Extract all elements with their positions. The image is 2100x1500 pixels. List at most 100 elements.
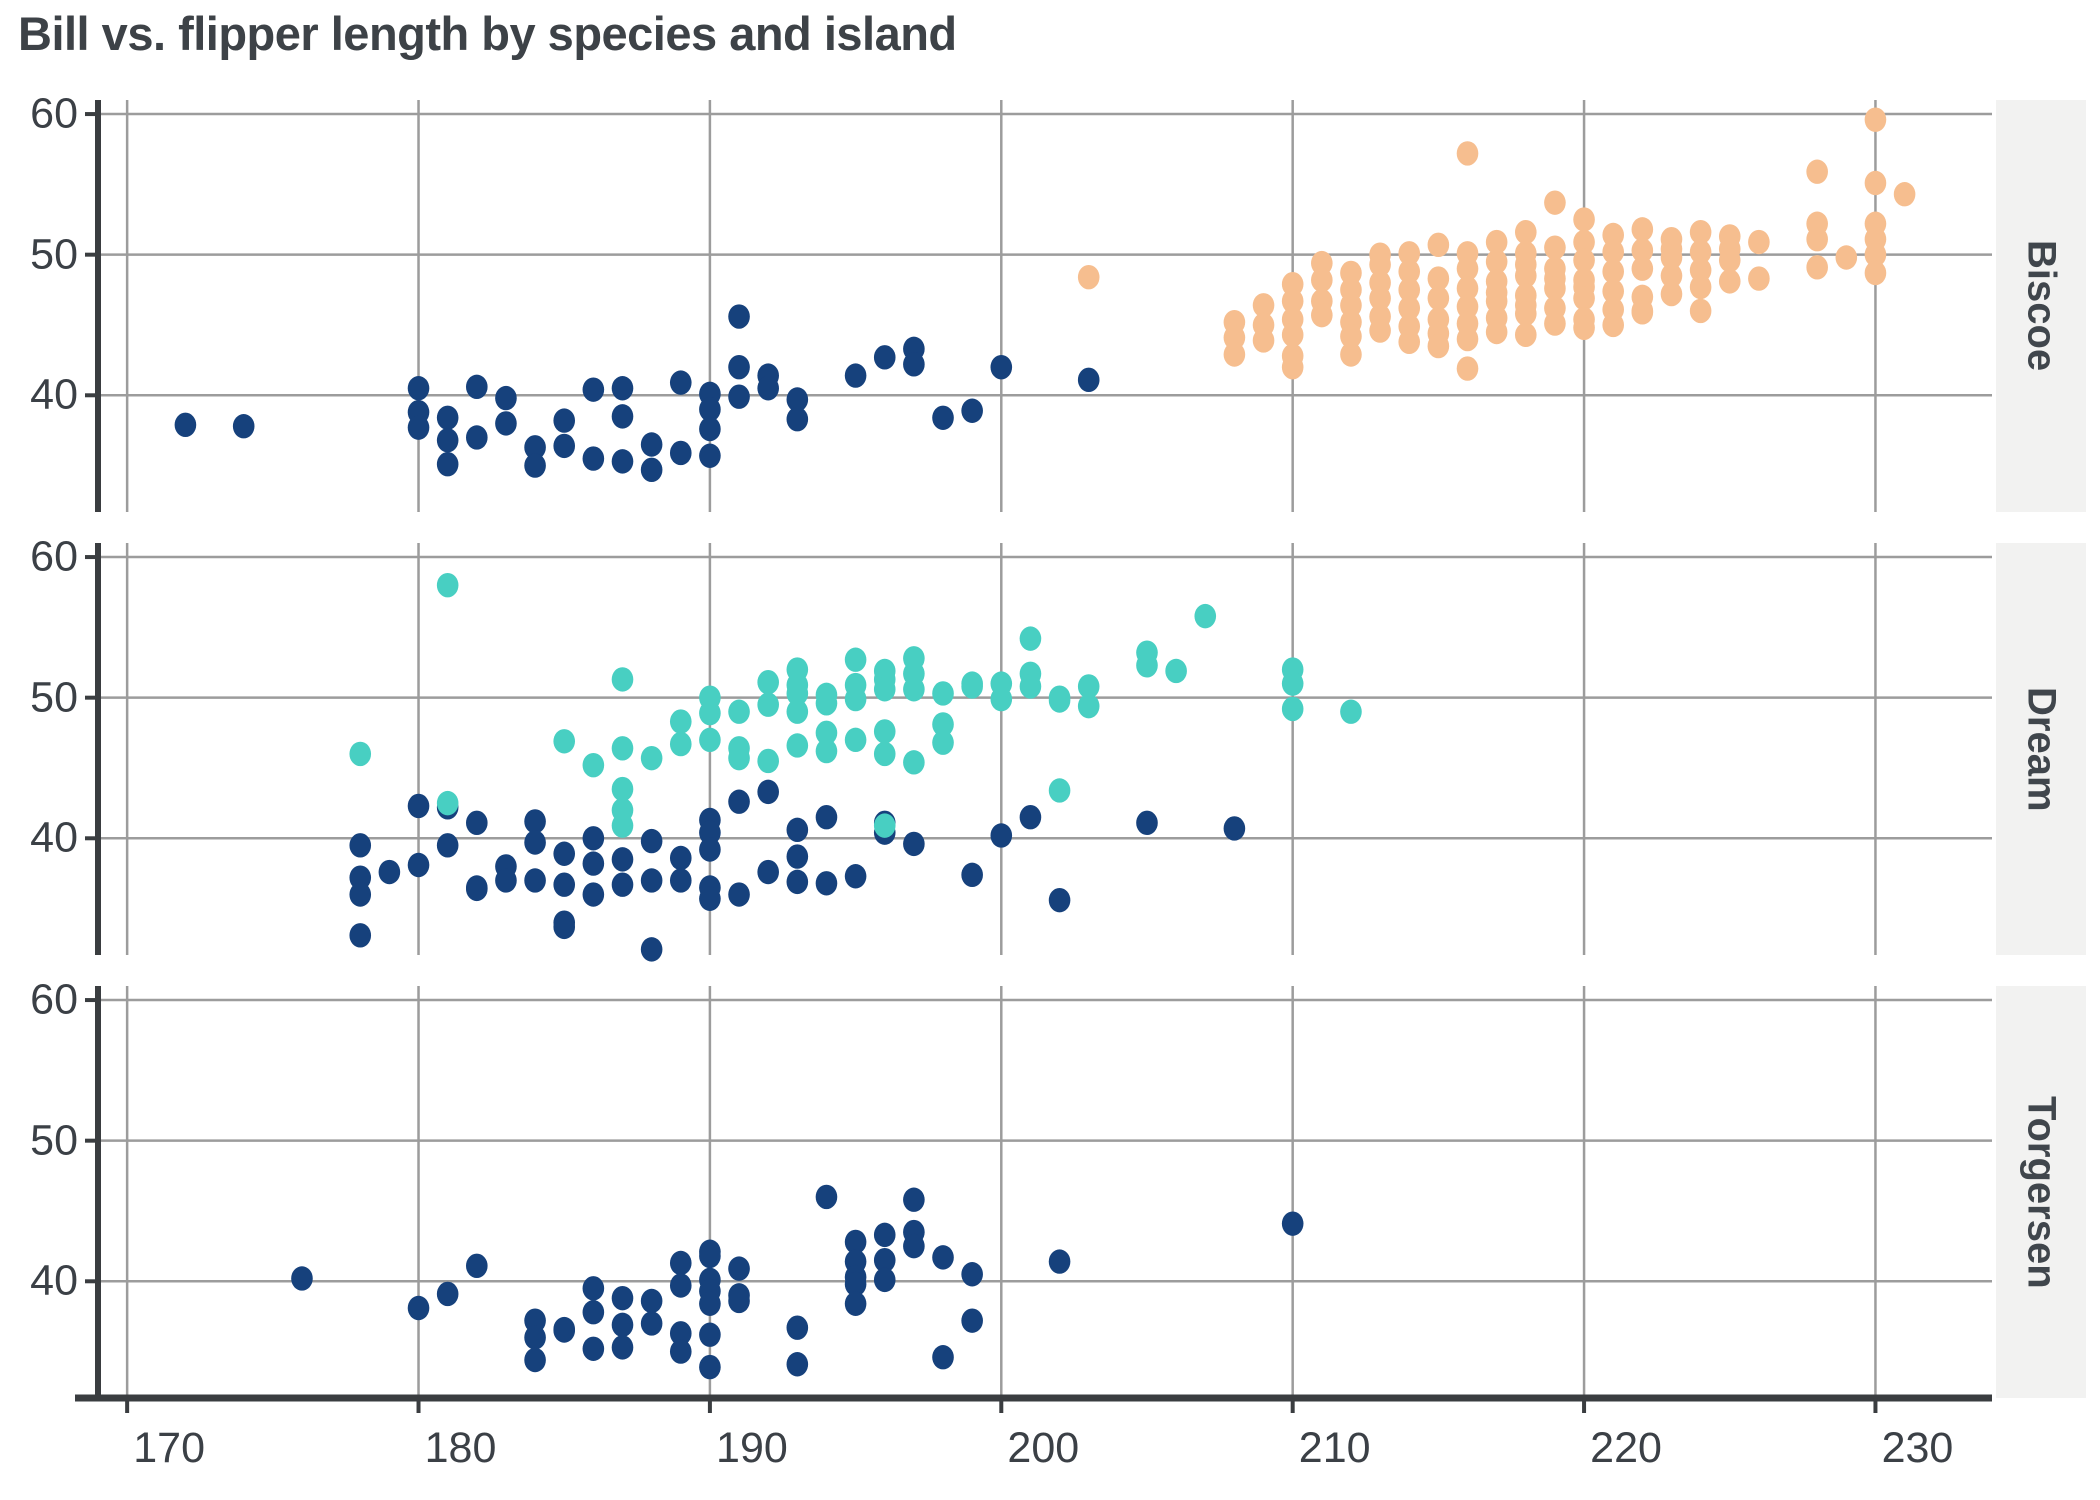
data-point-chinstrap [1281, 671, 1304, 696]
data-point-chinstrap [932, 730, 954, 755]
data-point-adelie [669, 370, 692, 395]
data-point-adelie [786, 406, 809, 432]
data-point-adelie [815, 1184, 838, 1210]
data-point-gentoo [1514, 301, 1537, 326]
data-point-adelie [844, 1291, 867, 1316]
data-point-adelie [699, 837, 721, 862]
data-point-adelie [466, 1253, 488, 1279]
data-point-chinstrap [728, 745, 750, 771]
data-point-gentoo [1573, 315, 1595, 340]
data-point-gentoo [1602, 259, 1624, 284]
data-point-adelie [553, 872, 576, 897]
data-point-gentoo [1806, 255, 1828, 280]
data-point-gentoo [1340, 260, 1362, 286]
data-point-adelie [669, 1321, 692, 1346]
data-point-chinstrap [757, 748, 779, 774]
data-point-gentoo [1427, 286, 1450, 311]
data-point-chinstrap [611, 667, 634, 692]
data-point-gentoo [1311, 250, 1333, 276]
data-point-gentoo [1223, 342, 1246, 367]
data-point-gentoo [1281, 354, 1304, 380]
x-tick-label: 170 [133, 1424, 205, 1472]
data-point-gentoo [1427, 266, 1450, 291]
data-point-gentoo [1893, 182, 1916, 207]
data-point-adelie [669, 1250, 692, 1276]
data-point-chinstrap [757, 692, 779, 717]
data-point-adelie [786, 844, 809, 869]
data-point-adelie [699, 1243, 721, 1269]
data-point-adelie [582, 826, 605, 851]
y-tick-label: 40 [30, 1256, 78, 1305]
data-point-adelie [844, 1229, 867, 1255]
data-point-adelie [611, 1335, 634, 1360]
data-point-adelie [436, 833, 459, 858]
data-point-adelie [582, 1336, 605, 1361]
data-point-chinstrap [582, 752, 605, 778]
data-point-chinstrap [1077, 674, 1100, 699]
data-point-chinstrap [611, 736, 634, 761]
data-point-gentoo [1398, 259, 1421, 284]
data-point-chinstrap [1048, 778, 1071, 803]
x-tick-label: 200 [1007, 1424, 1080, 1472]
data-point-adelie [873, 1247, 896, 1273]
data-point-chinstrap [553, 729, 576, 754]
data-point-gentoo [1602, 239, 1624, 265]
data-point-gentoo [1631, 217, 1654, 242]
data-point-gentoo [1573, 248, 1595, 273]
data-point-gentoo [1602, 222, 1624, 248]
y-tick-label: 40 [30, 370, 78, 419]
data-point-chinstrap [1077, 693, 1100, 719]
data-point-chinstrap [903, 677, 925, 702]
x-tick-label: 230 [1881, 1424, 1954, 1472]
data-point-adelie [961, 398, 983, 423]
data-point-adelie [669, 1339, 692, 1364]
data-point-gentoo [1864, 170, 1887, 196]
data-point-adelie [699, 1322, 721, 1347]
data-point-chinstrap [640, 745, 663, 771]
x-tick-label: 190 [716, 1424, 788, 1472]
data-point-adelie [349, 865, 372, 890]
data-point-chinstrap [757, 670, 779, 695]
facet-strip-biscoe: Biscoe [1996, 100, 2086, 512]
data-point-adelie [728, 1256, 750, 1281]
data-point-gentoo [1456, 326, 1479, 352]
data-point-chinstrap [1136, 653, 1158, 678]
data-point-adelie [553, 841, 576, 866]
data-point-gentoo [1281, 272, 1304, 297]
data-point-chinstrap [903, 750, 925, 775]
data-point-adelie [844, 363, 867, 388]
data-point-adelie [757, 376, 779, 401]
data-point-gentoo [1806, 227, 1828, 252]
data-point-adelie [990, 823, 1013, 848]
data-point-gentoo [1398, 329, 1421, 355]
y-tick-label: 60 [30, 89, 78, 138]
data-point-adelie [436, 405, 459, 430]
data-point-chinstrap [669, 709, 692, 734]
data-point-chinstrap [873, 719, 896, 744]
data-point-adelie [669, 845, 692, 871]
data-point-adelie [349, 882, 372, 907]
data-point-adelie [407, 415, 430, 440]
data-point-chinstrap [436, 790, 459, 816]
data-point-adelie [728, 354, 750, 380]
data-point-gentoo [1340, 324, 1362, 349]
data-point-adelie [640, 1288, 663, 1314]
chart-title: Bill vs. flipper length by species and i… [18, 7, 957, 60]
data-point-adelie [611, 376, 634, 401]
data-point-gentoo [1864, 107, 1887, 132]
data-point-gentoo [1864, 260, 1887, 286]
data-point-adelie [466, 810, 488, 836]
data-point-adelie [349, 833, 372, 858]
data-point-adelie [553, 914, 576, 940]
data-point-adelie [757, 859, 779, 885]
data-point-gentoo [1369, 286, 1391, 311]
data-point-adelie [669, 440, 692, 466]
data-point-adelie [728, 304, 750, 329]
data-point-adelie [495, 385, 517, 411]
data-point-gentoo [1689, 298, 1712, 324]
data-point-chinstrap [961, 674, 983, 699]
data-point-adelie [436, 1281, 459, 1307]
data-point-chinstrap [844, 727, 867, 753]
facet-label: Dream [2019, 686, 2064, 812]
